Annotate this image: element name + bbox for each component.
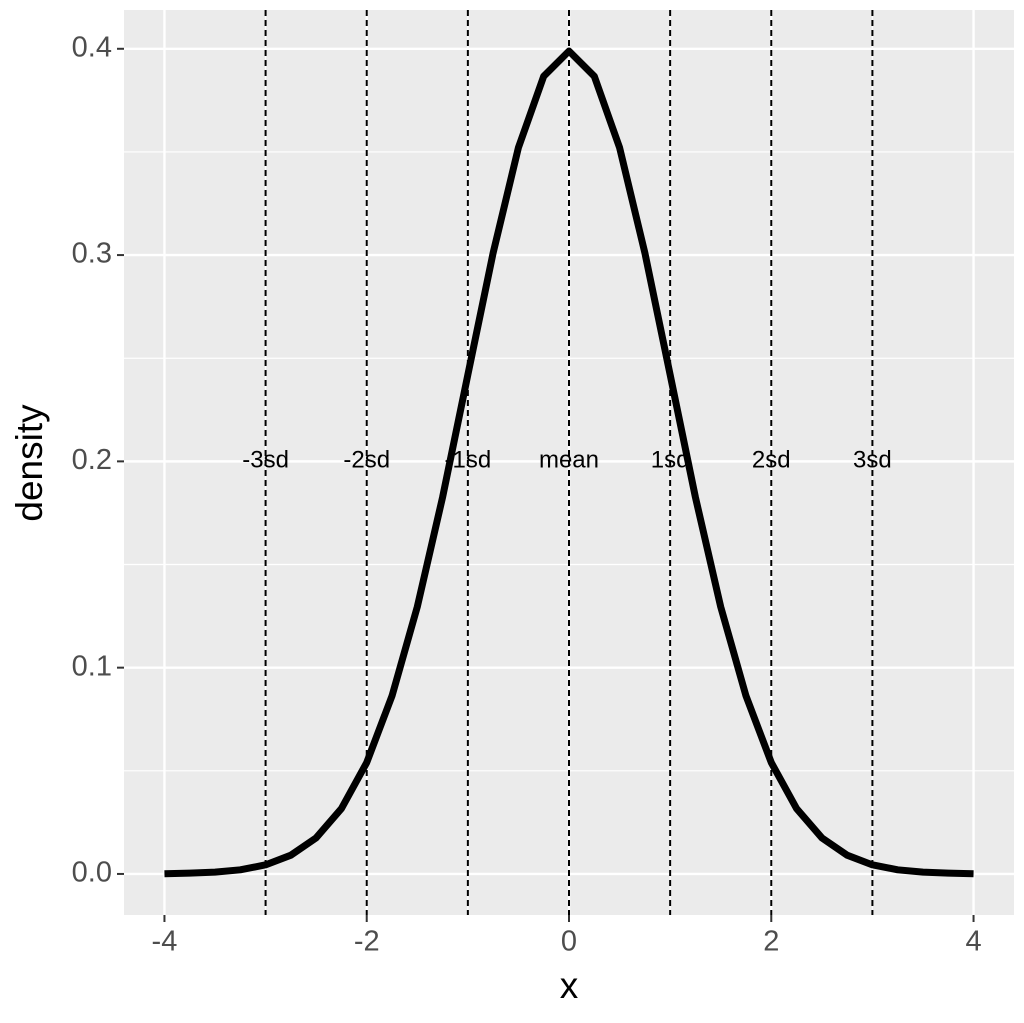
y-tick-label: 0.4 xyxy=(72,31,112,63)
annotation: -2sd xyxy=(343,447,390,474)
y-axis-title: density xyxy=(9,404,50,522)
x-axis-title: x xyxy=(560,965,579,1006)
annotation: -3sd xyxy=(242,447,289,474)
x-tick-label: 4 xyxy=(965,926,981,958)
y-tick-label: 0.2 xyxy=(72,444,112,476)
x-tick-label: 0 xyxy=(561,926,577,958)
y-tick-label: 0.1 xyxy=(72,650,112,682)
annotation: mean xyxy=(539,447,599,474)
x-tick-label: -4 xyxy=(152,926,178,958)
annotation: 2sd xyxy=(752,447,791,474)
x-tick-label: -2 xyxy=(354,926,380,958)
density-line xyxy=(164,47,974,878)
x-tick-label: 2 xyxy=(763,926,779,958)
annotation: -1sd xyxy=(445,447,492,474)
y-tick-label: 0.3 xyxy=(72,238,112,270)
annotation: 3sd xyxy=(853,447,892,474)
annotation: 1sd xyxy=(651,447,690,474)
y-tick-label: 0.0 xyxy=(72,857,112,889)
